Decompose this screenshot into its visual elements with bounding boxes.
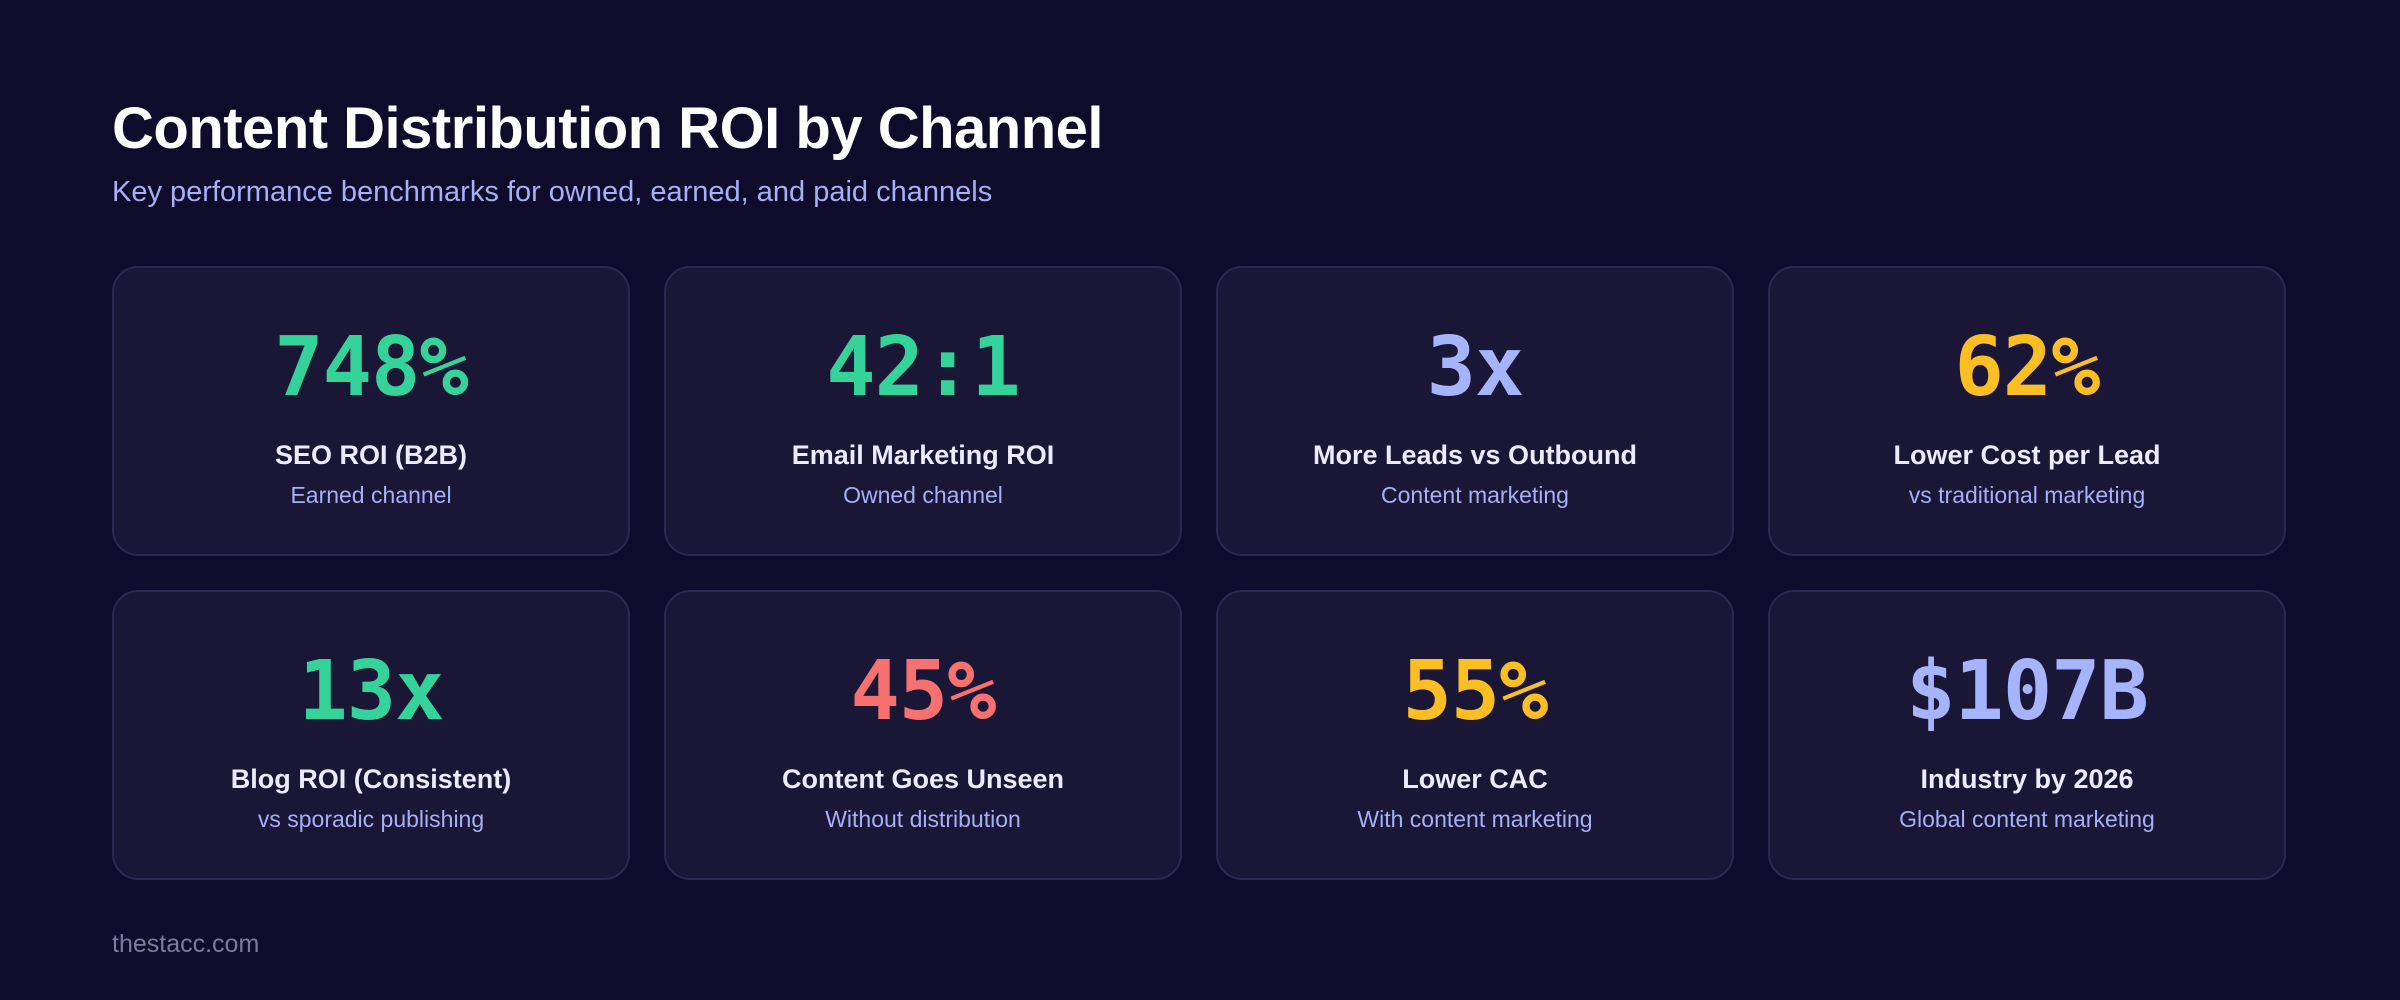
stat-label: SEO ROI (B2B) [274,440,468,470]
stat-caption: vs traditional marketing [1908,482,2146,508]
stat-card-content-unseen: 45% Content Goes Unseen Without distribu… [664,590,1182,880]
stat-label: Email Marketing ROI [791,440,1055,470]
stat-card-lower-cac: 55% Lower CAC With content marketing [1216,590,1734,880]
stat-label: Lower Cost per Lead [1893,440,2161,470]
stat-card-more-leads: 3x More Leads vs Outbound Content market… [1216,266,1734,556]
stat-card-industry-size: $107B Industry by 2026 Global content ma… [1768,590,2286,880]
stat-caption: With content marketing [1357,806,1593,832]
stat-value: 3x [1426,320,1525,415]
stat-label: More Leads vs Outbound [1312,440,1638,470]
stat-value: 13x [298,644,444,739]
page-subtitle: Key performance benchmarks for owned, ea… [112,176,993,208]
page-title: Content Distribution ROI by Channel [112,96,1104,161]
stat-label: Lower CAC [1402,764,1548,794]
stat-card-blog-roi: 13x Blog ROI (Consistent) vs sporadic pu… [112,590,630,880]
stat-value: 42:1 [826,320,1020,415]
stat-card-email-roi: 42:1 Email Marketing ROI Owned channel [664,266,1182,556]
stat-caption: Without distribution [825,806,1021,832]
page: Content Distribution ROI by Channel Key … [112,0,2288,1000]
stat-value: 45% [850,644,996,739]
stat-caption: Earned channel [290,482,452,508]
stat-caption: Content marketing [1381,482,1569,508]
stat-label: Content Goes Unseen [781,764,1065,794]
stat-caption: Global content marketing [1899,806,2155,832]
stat-value: 62% [1954,320,2100,415]
stat-caption: vs sporadic publishing [257,806,485,832]
stat-value: $107B [1906,644,2149,739]
stat-value: 55% [1402,644,1548,739]
stat-card-seo-roi: 748% SEO ROI (B2B) Earned channel [112,266,630,556]
stat-label: Industry by 2026 [1920,764,2134,794]
stat-caption: Owned channel [843,482,1003,508]
footer-source: thestacc.com [112,930,260,958]
stat-value: 748% [274,320,468,415]
stat-grid: 748% SEO ROI (B2B) Earned channel 42:1 E… [112,266,2288,880]
stat-label: Blog ROI (Consistent) [230,764,512,794]
stat-card-cost-per-lead: 62% Lower Cost per Lead vs traditional m… [1768,266,2286,556]
